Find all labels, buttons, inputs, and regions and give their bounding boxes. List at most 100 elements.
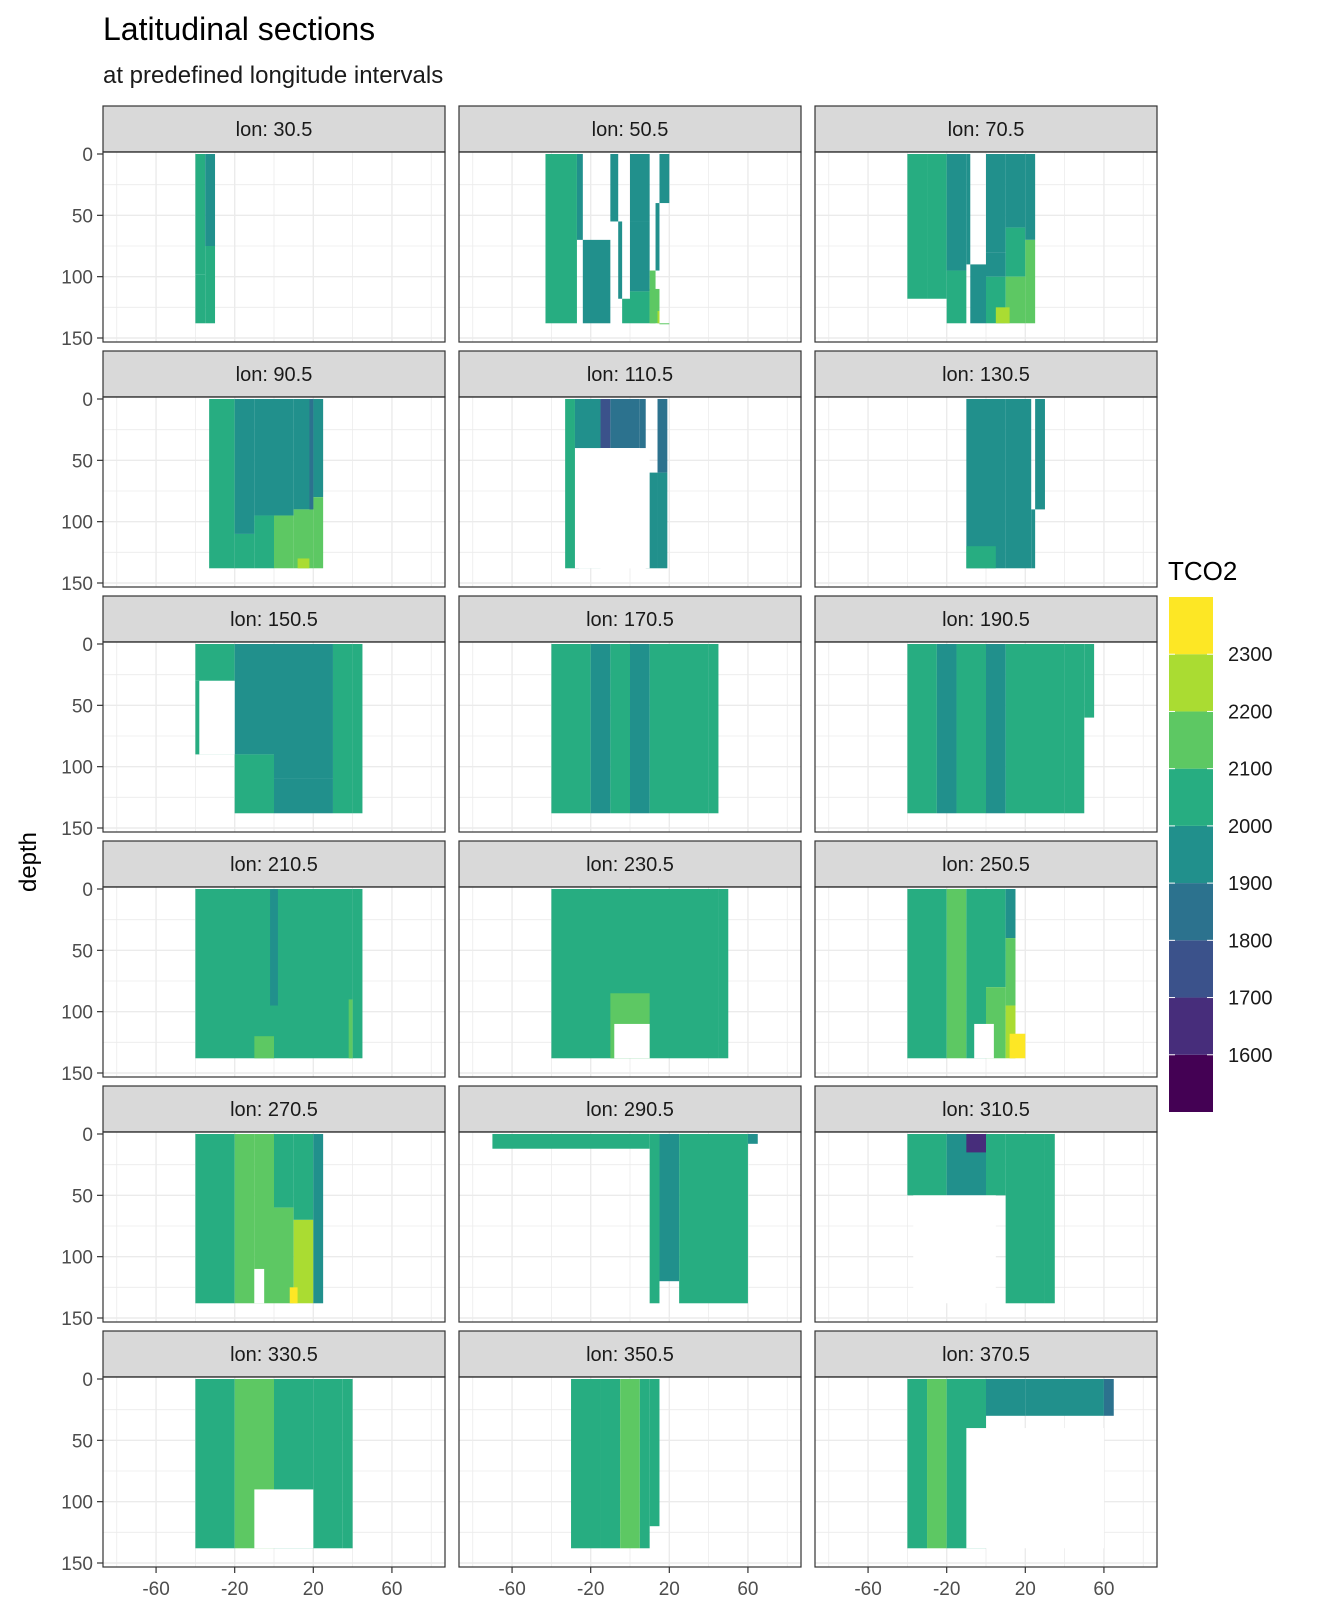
contour-fill	[907, 1134, 1055, 1304]
y-tick-label: 100	[61, 1248, 93, 1269]
contour-band	[610, 154, 619, 222]
legend-swatch	[1169, 597, 1213, 655]
facet-strip	[102, 105, 446, 153]
contour-band	[657, 472, 668, 569]
contour-band	[1035, 399, 1045, 510]
x-tick-label: 20	[659, 1579, 680, 1600]
y-tick-label: 100	[61, 1003, 93, 1024]
contour-band	[492, 1134, 630, 1149]
legend-swatch	[1169, 825, 1213, 884]
x-tick-label: -60	[854, 1579, 881, 1600]
x-tick-label: 60	[737, 1579, 758, 1600]
legend-swatch	[1169, 1054, 1213, 1112]
facet-strip	[458, 1085, 802, 1133]
legend-label: 1900	[1228, 873, 1273, 895]
contour-band	[645, 472, 658, 569]
contour-band	[234, 1134, 255, 1304]
facet-panel: lon: 30.5 0 50 100 150	[61, 105, 446, 350]
legend-swatch	[1169, 768, 1213, 826]
x-tick-label: 60	[1093, 1579, 1114, 1600]
contour-patch	[974, 1023, 994, 1059]
contour-band	[1005, 1134, 1045, 1304]
legend-label: 2000	[1228, 816, 1273, 838]
contour-band	[649, 1379, 660, 1527]
facet-panel: lon: 270.5 0 50 100 150	[61, 1085, 446, 1330]
contour-band	[986, 1379, 1026, 1416]
legend-swatch	[1169, 997, 1213, 1055]
y-tick-label: 50	[72, 941, 93, 962]
contour-band	[274, 399, 294, 516]
facet-strip	[458, 1330, 802, 1378]
facet-strip-label: lon: 350.5	[586, 1344, 674, 1366]
contour-band	[551, 644, 591, 814]
facet-strip	[814, 1085, 1158, 1133]
contour-band	[600, 1379, 621, 1549]
contour-band	[966, 889, 986, 1059]
contour-band	[946, 270, 967, 324]
contour-band	[274, 1134, 294, 1208]
contour-patch	[348, 999, 353, 1059]
y-tick-label: 0	[82, 880, 93, 901]
contour-band	[630, 154, 650, 222]
contour-band	[1005, 1005, 1016, 1059]
contour-band	[1005, 889, 1016, 939]
contour-band	[986, 399, 1006, 569]
x-tick-label: -20	[933, 1579, 960, 1600]
contour-band	[576, 154, 583, 240]
contour-band	[618, 221, 623, 299]
contour-band	[205, 154, 216, 246]
contour-band	[966, 399, 986, 569]
facet-strip-label: lon: 30.5	[236, 119, 313, 141]
contour-band	[659, 1134, 680, 1282]
contour-patch	[966, 546, 996, 569]
x-tick-label: 20	[1015, 1579, 1036, 1600]
facet-strip-label: lon: 170.5	[586, 609, 674, 631]
x-tick-label: -20	[221, 1579, 248, 1600]
contour-band	[639, 399, 646, 473]
contour-band	[342, 1379, 353, 1549]
contour-patch	[254, 1268, 265, 1304]
contour-band	[254, 1134, 274, 1304]
contour-band	[927, 1379, 947, 1549]
contour-band	[205, 246, 216, 324]
facet-panel: lon: 50.5	[458, 105, 802, 343]
x-tick-label: -60	[498, 1579, 525, 1600]
contour-band	[195, 889, 274, 1059]
contour-band	[195, 154, 206, 275]
contour-band	[630, 644, 650, 814]
facet-strip-label: lon: 370.5	[942, 1344, 1030, 1366]
contour-patch	[270, 889, 278, 1006]
contour-fill	[195, 1134, 324, 1304]
legend-label: 2200	[1228, 701, 1273, 723]
y-tick-label: 150	[61, 1309, 93, 1330]
contour-band	[927, 154, 947, 299]
contour-band	[1084, 644, 1095, 718]
y-tick-label: 150	[61, 1554, 93, 1575]
contour-patch	[966, 1428, 1104, 1549]
contour-band	[747, 1134, 758, 1144]
legend-label: 1700	[1228, 988, 1273, 1010]
contour-band	[946, 154, 967, 271]
contour-patch	[649, 288, 660, 324]
contour-band	[620, 1379, 640, 1549]
contour-band	[1005, 644, 1065, 814]
contour-band	[610, 644, 630, 814]
facet-panel: lon: 70.5	[814, 105, 1158, 343]
legend-swatch	[1169, 654, 1213, 712]
contour-band	[600, 399, 611, 449]
x-tick-label: 60	[381, 1579, 402, 1600]
chart-title: Latitudinal sections	[103, 11, 375, 47]
color-legend: TCO2 1600 1700 1800 1900 2000 2100 2200 2300	[1168, 556, 1273, 1112]
y-tick-label: 100	[61, 758, 93, 779]
contour-fill	[551, 889, 729, 1059]
y-tick-label: 50	[72, 696, 93, 717]
contour-fill	[195, 889, 363, 1059]
contour-band	[293, 399, 314, 510]
contour-patch	[254, 1036, 274, 1059]
y-axis-title: depth	[15, 832, 42, 892]
facet-strip-label: lon: 210.5	[230, 854, 318, 876]
contour-fill	[907, 644, 1095, 814]
contour-band	[679, 1134, 748, 1304]
contour-band	[254, 515, 274, 569]
contour-band	[571, 1379, 601, 1549]
